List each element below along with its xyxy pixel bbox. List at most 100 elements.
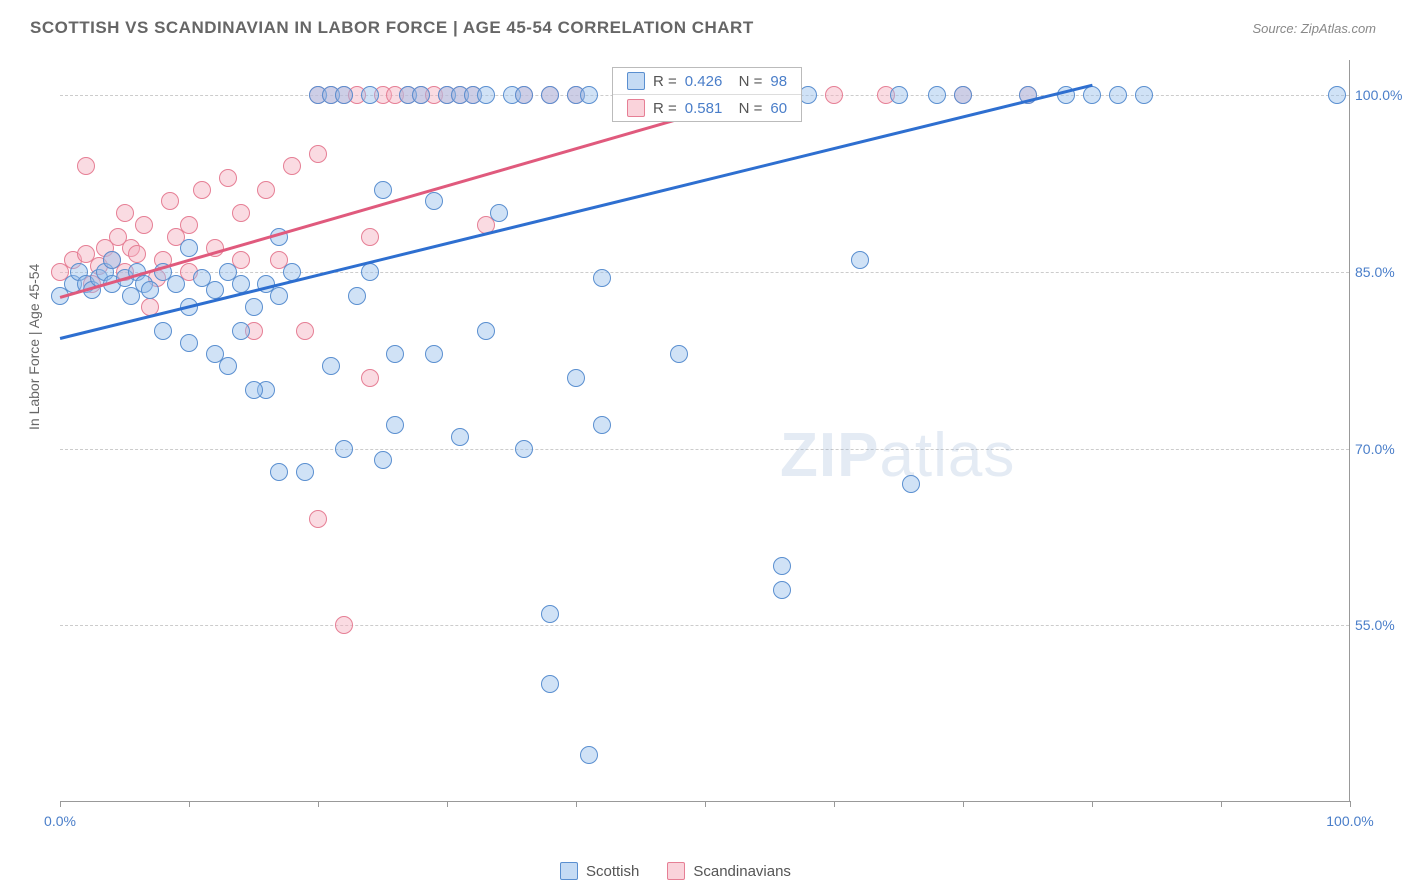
- trend-line-scottish: [60, 84, 1093, 340]
- n-value-scandinavian: 60: [770, 100, 787, 117]
- scatter-point-scottish: [206, 281, 224, 299]
- scatter-point-scottish: [1083, 86, 1101, 104]
- scatter-point-scottish: [515, 440, 533, 458]
- scatter-point-scottish: [167, 275, 185, 293]
- scatter-point-scottish: [141, 281, 159, 299]
- scatter-point-scottish: [335, 440, 353, 458]
- r-value-scandinavian: 0.581: [685, 100, 723, 117]
- legend: Scottish Scandinavians: [560, 862, 791, 880]
- scatter-point-scottish: [477, 322, 495, 340]
- x-tick-mark: [705, 801, 706, 807]
- scatter-point-scottish: [541, 675, 559, 693]
- scatter-point-scottish: [361, 86, 379, 104]
- r-label: R =: [653, 100, 677, 117]
- n-label: N =: [730, 100, 762, 117]
- y-tick-label: 100.0%: [1355, 87, 1406, 103]
- scatter-point-scottish: [593, 269, 611, 287]
- scatter-point-scottish: [541, 86, 559, 104]
- scatter-point-scandinavians: [825, 86, 843, 104]
- r-label: R =: [653, 73, 677, 90]
- x-tick-mark: [318, 801, 319, 807]
- scatter-plot-area: R = 0.426 N = 98 R = 0.581 N = 60 ZIPatl…: [60, 60, 1350, 802]
- r-value-scottish: 0.426: [685, 73, 723, 90]
- scatter-point-scottish: [219, 357, 237, 375]
- scatter-point-scottish: [1109, 86, 1127, 104]
- scatter-point-scandinavians: [116, 204, 134, 222]
- scandinavian-swatch-icon: [667, 862, 685, 880]
- scatter-point-scandinavians: [193, 181, 211, 199]
- scatter-point-scottish: [374, 451, 392, 469]
- scatter-point-scandinavians: [219, 169, 237, 187]
- scatter-point-scottish: [245, 298, 263, 316]
- x-tick-mark: [1221, 801, 1222, 807]
- scatter-point-scottish: [477, 86, 495, 104]
- scatter-point-scandinavians: [283, 157, 301, 175]
- scatter-point-scandinavians: [309, 145, 327, 163]
- n-label: N =: [730, 73, 762, 90]
- y-tick-label: 70.0%: [1355, 441, 1406, 457]
- chart-title: SCOTTISH VS SCANDINAVIAN IN LABOR FORCE …: [30, 18, 754, 38]
- stats-row-scandinavian: R = 0.581 N = 60: [613, 94, 801, 121]
- scatter-point-scandinavians: [135, 216, 153, 234]
- scatter-point-scottish: [890, 86, 908, 104]
- scatter-point-scottish: [851, 251, 869, 269]
- scatter-point-scottish: [1135, 86, 1153, 104]
- scatter-point-scottish: [270, 463, 288, 481]
- scatter-point-scandinavians: [361, 369, 379, 387]
- legend-label: Scottish: [586, 863, 639, 880]
- scatter-point-scottish: [245, 381, 263, 399]
- scatter-point-scottish: [902, 475, 920, 493]
- legend-label: Scandinavians: [693, 863, 791, 880]
- scatter-point-scottish: [296, 463, 314, 481]
- scatter-point-scottish: [412, 86, 430, 104]
- scatter-point-scandinavians: [335, 616, 353, 634]
- scatter-point-scottish: [232, 322, 250, 340]
- x-tick-mark: [576, 801, 577, 807]
- x-tick-mark: [189, 801, 190, 807]
- scatter-point-scottish: [1328, 86, 1346, 104]
- scatter-point-scottish: [103, 251, 121, 269]
- x-tick-mark: [447, 801, 448, 807]
- source-label: Source: ZipAtlas.com: [1252, 21, 1376, 36]
- scatter-point-scottish: [451, 428, 469, 446]
- legend-item-scandinavian: Scandinavians: [667, 862, 791, 880]
- scatter-point-scottish: [425, 345, 443, 363]
- scatter-point-scottish: [773, 557, 791, 575]
- x-tick-label: 0.0%: [44, 813, 76, 829]
- gridline: [60, 272, 1349, 273]
- scatter-point-scottish: [154, 322, 172, 340]
- scatter-point-scandinavians: [309, 510, 327, 528]
- scottish-swatch-icon: [627, 72, 645, 90]
- scatter-point-scottish: [928, 86, 946, 104]
- scatter-point-scandinavians: [232, 204, 250, 222]
- scatter-point-scottish: [773, 581, 791, 599]
- legend-item-scottish: Scottish: [560, 862, 639, 880]
- x-tick-mark: [963, 801, 964, 807]
- x-tick-mark: [1350, 801, 1351, 807]
- y-tick-label: 85.0%: [1355, 264, 1406, 280]
- scatter-point-scandinavians: [161, 192, 179, 210]
- scatter-point-scottish: [180, 239, 198, 257]
- scatter-point-scottish: [593, 416, 611, 434]
- scatter-point-scottish: [361, 263, 379, 281]
- x-tick-mark: [1092, 801, 1093, 807]
- scatter-point-scandinavians: [77, 157, 95, 175]
- scatter-point-scottish: [180, 334, 198, 352]
- x-tick-mark: [834, 801, 835, 807]
- scatter-point-scandinavians: [296, 322, 314, 340]
- watermark: ZIPatlas: [780, 420, 1015, 491]
- scatter-point-scottish: [670, 345, 688, 363]
- scottish-swatch-icon: [560, 862, 578, 880]
- scatter-point-scottish: [580, 746, 598, 764]
- scatter-point-scottish: [541, 605, 559, 623]
- scatter-point-scottish: [386, 345, 404, 363]
- scatter-point-scottish: [490, 204, 508, 222]
- gridline: [60, 449, 1349, 450]
- y-tick-label: 55.0%: [1355, 617, 1406, 633]
- scatter-point-scottish: [386, 416, 404, 434]
- n-value-scottish: 98: [770, 73, 787, 90]
- scatter-point-scottish: [425, 192, 443, 210]
- gridline: [60, 625, 1349, 626]
- scatter-point-scandinavians: [257, 181, 275, 199]
- scatter-point-scottish: [580, 86, 598, 104]
